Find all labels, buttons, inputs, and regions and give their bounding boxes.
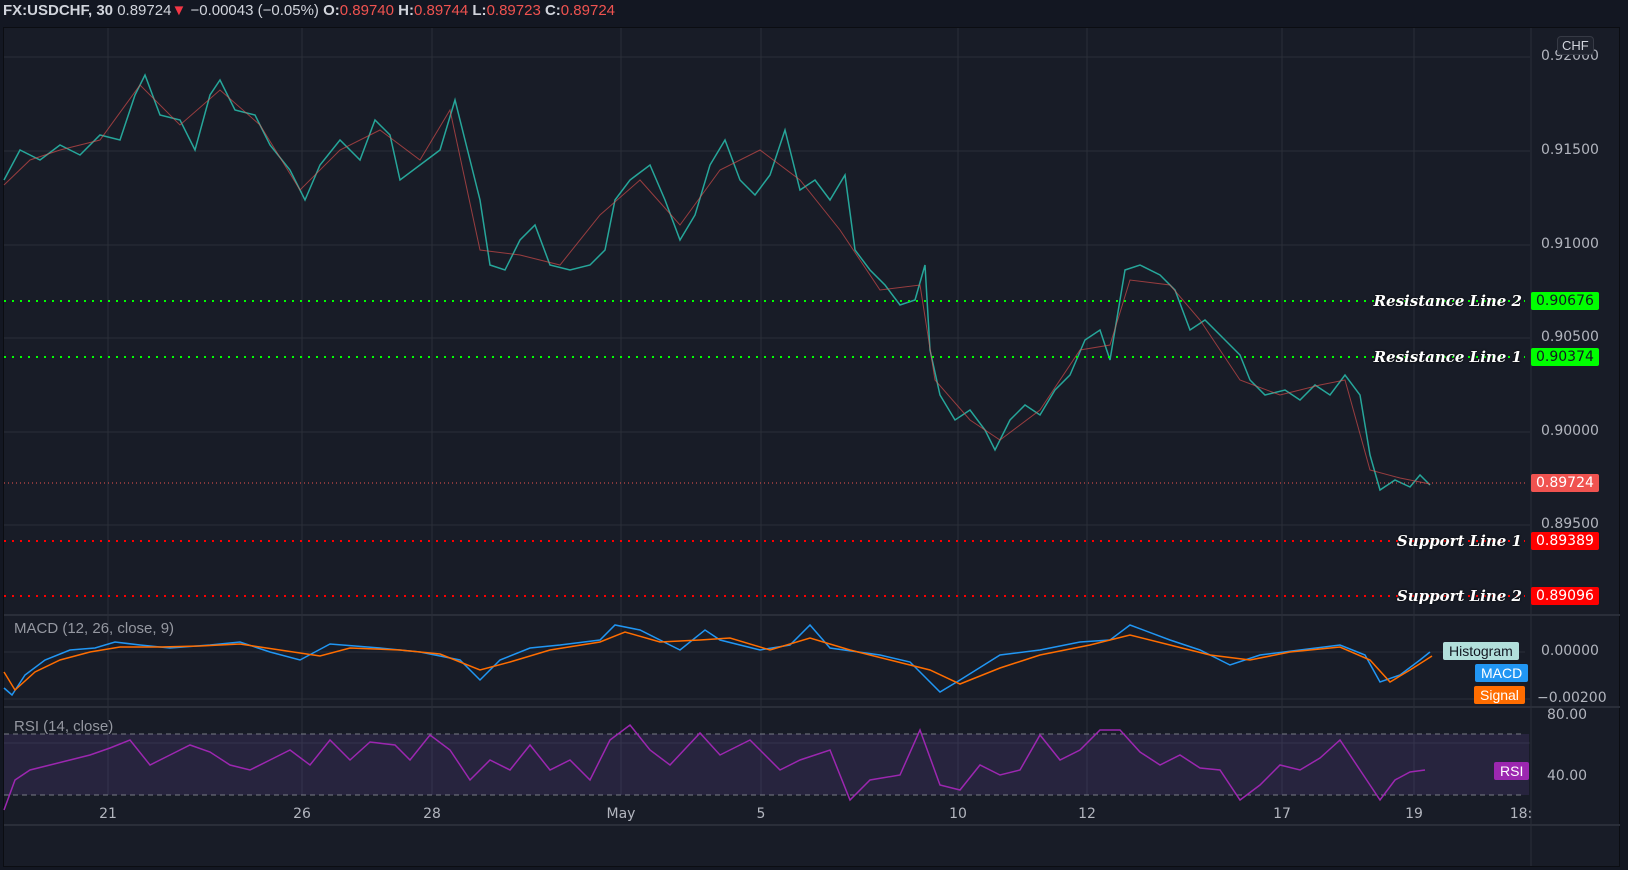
resistance-line-1-tag: 0.90374: [1531, 348, 1599, 366]
time-tick: 21: [99, 806, 117, 822]
support-line-1-label: Support Line 1: [1396, 532, 1522, 550]
rsi-tick: 40.00: [1547, 768, 1588, 784]
rsi-tick: 80.00: [1547, 707, 1588, 723]
time-tick: 17: [1273, 806, 1291, 822]
support-line-1-tag: 0.89389: [1531, 532, 1599, 550]
currency-badge[interactable]: CHF: [1557, 36, 1594, 55]
price-tick: 0.89500: [1541, 516, 1599, 532]
macd-tick: −0.00200: [1537, 690, 1607, 706]
time-tick: 19: [1405, 806, 1423, 822]
macd-line: [3, 623, 1431, 697]
time-tick: May: [606, 806, 636, 822]
chart-area[interactable]: [3, 27, 1620, 867]
time-tick: 28: [423, 806, 441, 822]
signal-tag: Signal: [1474, 686, 1525, 704]
symbol-header: FX:USDCHF, 30 0.89724▼ −0.00043 (−0.05%)…: [0, 0, 1628, 24]
macd-tick: 0.00000: [1541, 643, 1599, 659]
time-tick: 18:: [1509, 806, 1533, 822]
price-tick: 0.91500: [1541, 142, 1599, 158]
rsi-tag: RSI: [1494, 762, 1530, 780]
rsi-title[interactable]: RSI (14, close): [14, 718, 114, 735]
histogram-tag: Histogram: [1443, 642, 1519, 660]
macd-tag: MACD: [1475, 664, 1529, 682]
time-tick: 10: [949, 806, 967, 822]
signal-line: [3, 631, 1433, 692]
support-line-2-tag: 0.89096: [1531, 587, 1599, 605]
last-price: 0.89724: [117, 2, 172, 19]
high-value: 0.89744: [413, 2, 469, 19]
close-value: 0.89724: [560, 2, 616, 19]
low-value: 0.89723: [486, 2, 541, 19]
macd-title[interactable]: MACD (12, 26, close, 9): [14, 620, 175, 637]
time-tick: 5: [756, 806, 766, 822]
resistance-line-1-label: Resistance Line 1: [1373, 348, 1522, 366]
open-value: 0.89740: [339, 2, 394, 19]
rsi-line: [3, 723, 1426, 811]
price-tick: 0.90000: [1541, 423, 1599, 439]
price-change: −0.00043 (−0.05%): [190, 2, 319, 19]
time-tick: 26: [293, 806, 311, 822]
price-series: [3, 73, 1431, 492]
time-tick: 12: [1078, 806, 1096, 822]
resistance-line-2-tag: 0.90676: [1531, 292, 1599, 310]
price-tick: 0.90500: [1541, 329, 1599, 345]
symbol-label[interactable]: FX:USDCHF, 30: [3, 2, 114, 19]
resistance-line-2-label: Resistance Line 2: [1373, 292, 1522, 310]
down-arrow-icon: ▼: [171, 2, 187, 19]
support-line-2-label: Support Line 2: [1396, 587, 1522, 605]
current-price-tag: 0.89724: [1531, 474, 1599, 492]
price-tick: 0.91000: [1541, 236, 1599, 252]
